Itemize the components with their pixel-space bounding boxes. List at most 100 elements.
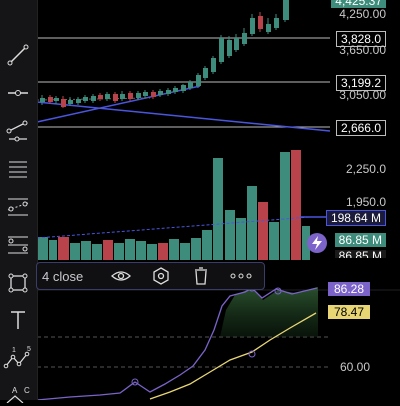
fib-retracement-icon[interactable] xyxy=(2,155,34,185)
candle xyxy=(151,92,156,97)
candle xyxy=(113,94,118,101)
volume-bar xyxy=(136,241,146,260)
candle xyxy=(143,92,148,96)
abcd-letter: C xyxy=(24,386,30,395)
candle xyxy=(166,90,171,94)
volume-bar xyxy=(236,218,246,260)
volume-bar xyxy=(92,244,102,260)
trend-line-descending[interactable] xyxy=(36,101,331,132)
oscillator-point[interactable] xyxy=(131,378,139,386)
volume-bar xyxy=(169,239,179,260)
volume-bars xyxy=(38,150,310,260)
volume-label: 2,250.0 xyxy=(345,162,386,176)
volume-bar xyxy=(49,240,57,260)
eye-icon[interactable] xyxy=(101,266,141,286)
trash-icon[interactable] xyxy=(181,266,221,286)
candle xyxy=(211,58,216,72)
volume-bar xyxy=(147,244,157,260)
candle xyxy=(219,38,224,62)
candle xyxy=(173,88,178,92)
indicator-level-label: 60.00 xyxy=(339,360,370,374)
abcd-letter: A xyxy=(12,386,18,395)
price-label: 4,250.00 xyxy=(339,7,386,21)
volume-bar xyxy=(38,237,48,260)
candle xyxy=(98,95,103,99)
more-icon[interactable] xyxy=(221,266,261,286)
volume-bar xyxy=(225,210,235,260)
candle xyxy=(48,97,53,102)
pitchfork-icon[interactable] xyxy=(2,192,34,222)
candle xyxy=(274,18,279,28)
level-tag-2666: 2,666.0 xyxy=(335,120,386,136)
volume-bar xyxy=(125,239,135,260)
pattern-digit: 5 xyxy=(27,346,31,353)
last-price-tag: 4,425.37 xyxy=(331,0,386,8)
candle xyxy=(54,98,59,101)
candle xyxy=(91,96,96,101)
abcd-pattern-icon[interactable]: A C xyxy=(2,376,34,406)
volume-ma-tag: 198.64 M xyxy=(325,210,386,226)
candle xyxy=(196,75,201,86)
candle xyxy=(61,99,66,107)
rectangle-icon[interactable] xyxy=(2,268,34,298)
volume-bar xyxy=(202,230,212,260)
candle xyxy=(158,91,163,95)
candle xyxy=(181,85,186,91)
volume-bar xyxy=(269,222,279,260)
candle xyxy=(234,38,239,50)
oscillator-line-yellow xyxy=(149,312,317,400)
candle xyxy=(68,100,73,104)
volume-tag: 86.85 M xyxy=(334,233,386,247)
overbought-fill xyxy=(220,287,318,337)
candle xyxy=(128,93,133,99)
candlesticks xyxy=(40,0,289,108)
oscillator-line-purple xyxy=(36,287,318,400)
oscillator-point[interactable] xyxy=(274,287,282,295)
volume-bar xyxy=(291,150,301,260)
volume-label: 1,950.0 xyxy=(345,195,386,209)
drawing-popup: 4 close xyxy=(36,262,265,290)
candle xyxy=(188,82,193,88)
volume-bar xyxy=(81,241,91,260)
oscillator-point[interactable] xyxy=(248,350,256,358)
candle xyxy=(250,18,255,34)
trend-line-ascending[interactable] xyxy=(36,85,201,123)
oscillator-value-tag-purple: 86.28 xyxy=(327,282,370,296)
trend-line-icon[interactable] xyxy=(2,40,34,70)
lightning-icon xyxy=(312,236,322,250)
level-tag-3199: 3,199.2 xyxy=(335,75,386,91)
pattern-digit: 1 xyxy=(12,347,16,354)
horizontal-line-icon[interactable] xyxy=(2,78,34,108)
volume-bar xyxy=(191,238,201,260)
volume-ma-line xyxy=(36,216,311,239)
candle xyxy=(227,40,232,56)
volume-bar xyxy=(158,243,168,260)
price-label: 3,650.00 xyxy=(339,43,386,57)
gann-icon[interactable] xyxy=(2,230,34,260)
candle xyxy=(120,94,125,99)
text-icon[interactable] xyxy=(2,305,34,335)
candle xyxy=(40,98,45,102)
candle xyxy=(203,68,208,78)
volume-bar xyxy=(258,202,268,260)
candle xyxy=(283,0,289,20)
volume-bar xyxy=(58,237,69,260)
volume-bar xyxy=(302,226,310,260)
volume-tag-partial: 86.85 M xyxy=(334,250,386,258)
volume-bar xyxy=(213,158,223,260)
drawing-toolbar: 1 5 A C xyxy=(0,0,38,403)
candle xyxy=(242,33,247,44)
candle xyxy=(258,16,263,29)
settings-hexagon-icon[interactable] xyxy=(141,266,181,286)
candle xyxy=(105,94,110,99)
candle xyxy=(83,97,88,101)
volume-bar xyxy=(180,243,190,260)
volume-bar xyxy=(70,243,80,260)
channel-icon[interactable] xyxy=(2,115,34,145)
pattern-icon[interactable]: 1 5 xyxy=(2,342,34,372)
lightning-button[interactable] xyxy=(307,233,327,253)
price-label: 3,050.00 xyxy=(339,88,386,102)
volume-bar xyxy=(114,243,124,260)
